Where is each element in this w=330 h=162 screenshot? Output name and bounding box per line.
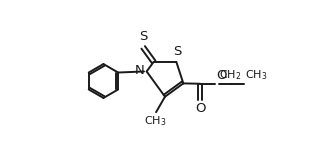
Text: O: O (216, 69, 227, 82)
Text: CH$_2$: CH$_2$ (219, 69, 242, 82)
Text: CH$_3$: CH$_3$ (145, 114, 167, 128)
Text: CH$_3$: CH$_3$ (245, 69, 267, 82)
Text: S: S (139, 30, 148, 43)
Text: S: S (174, 45, 182, 58)
Text: O: O (195, 102, 206, 115)
Text: N: N (135, 64, 145, 77)
